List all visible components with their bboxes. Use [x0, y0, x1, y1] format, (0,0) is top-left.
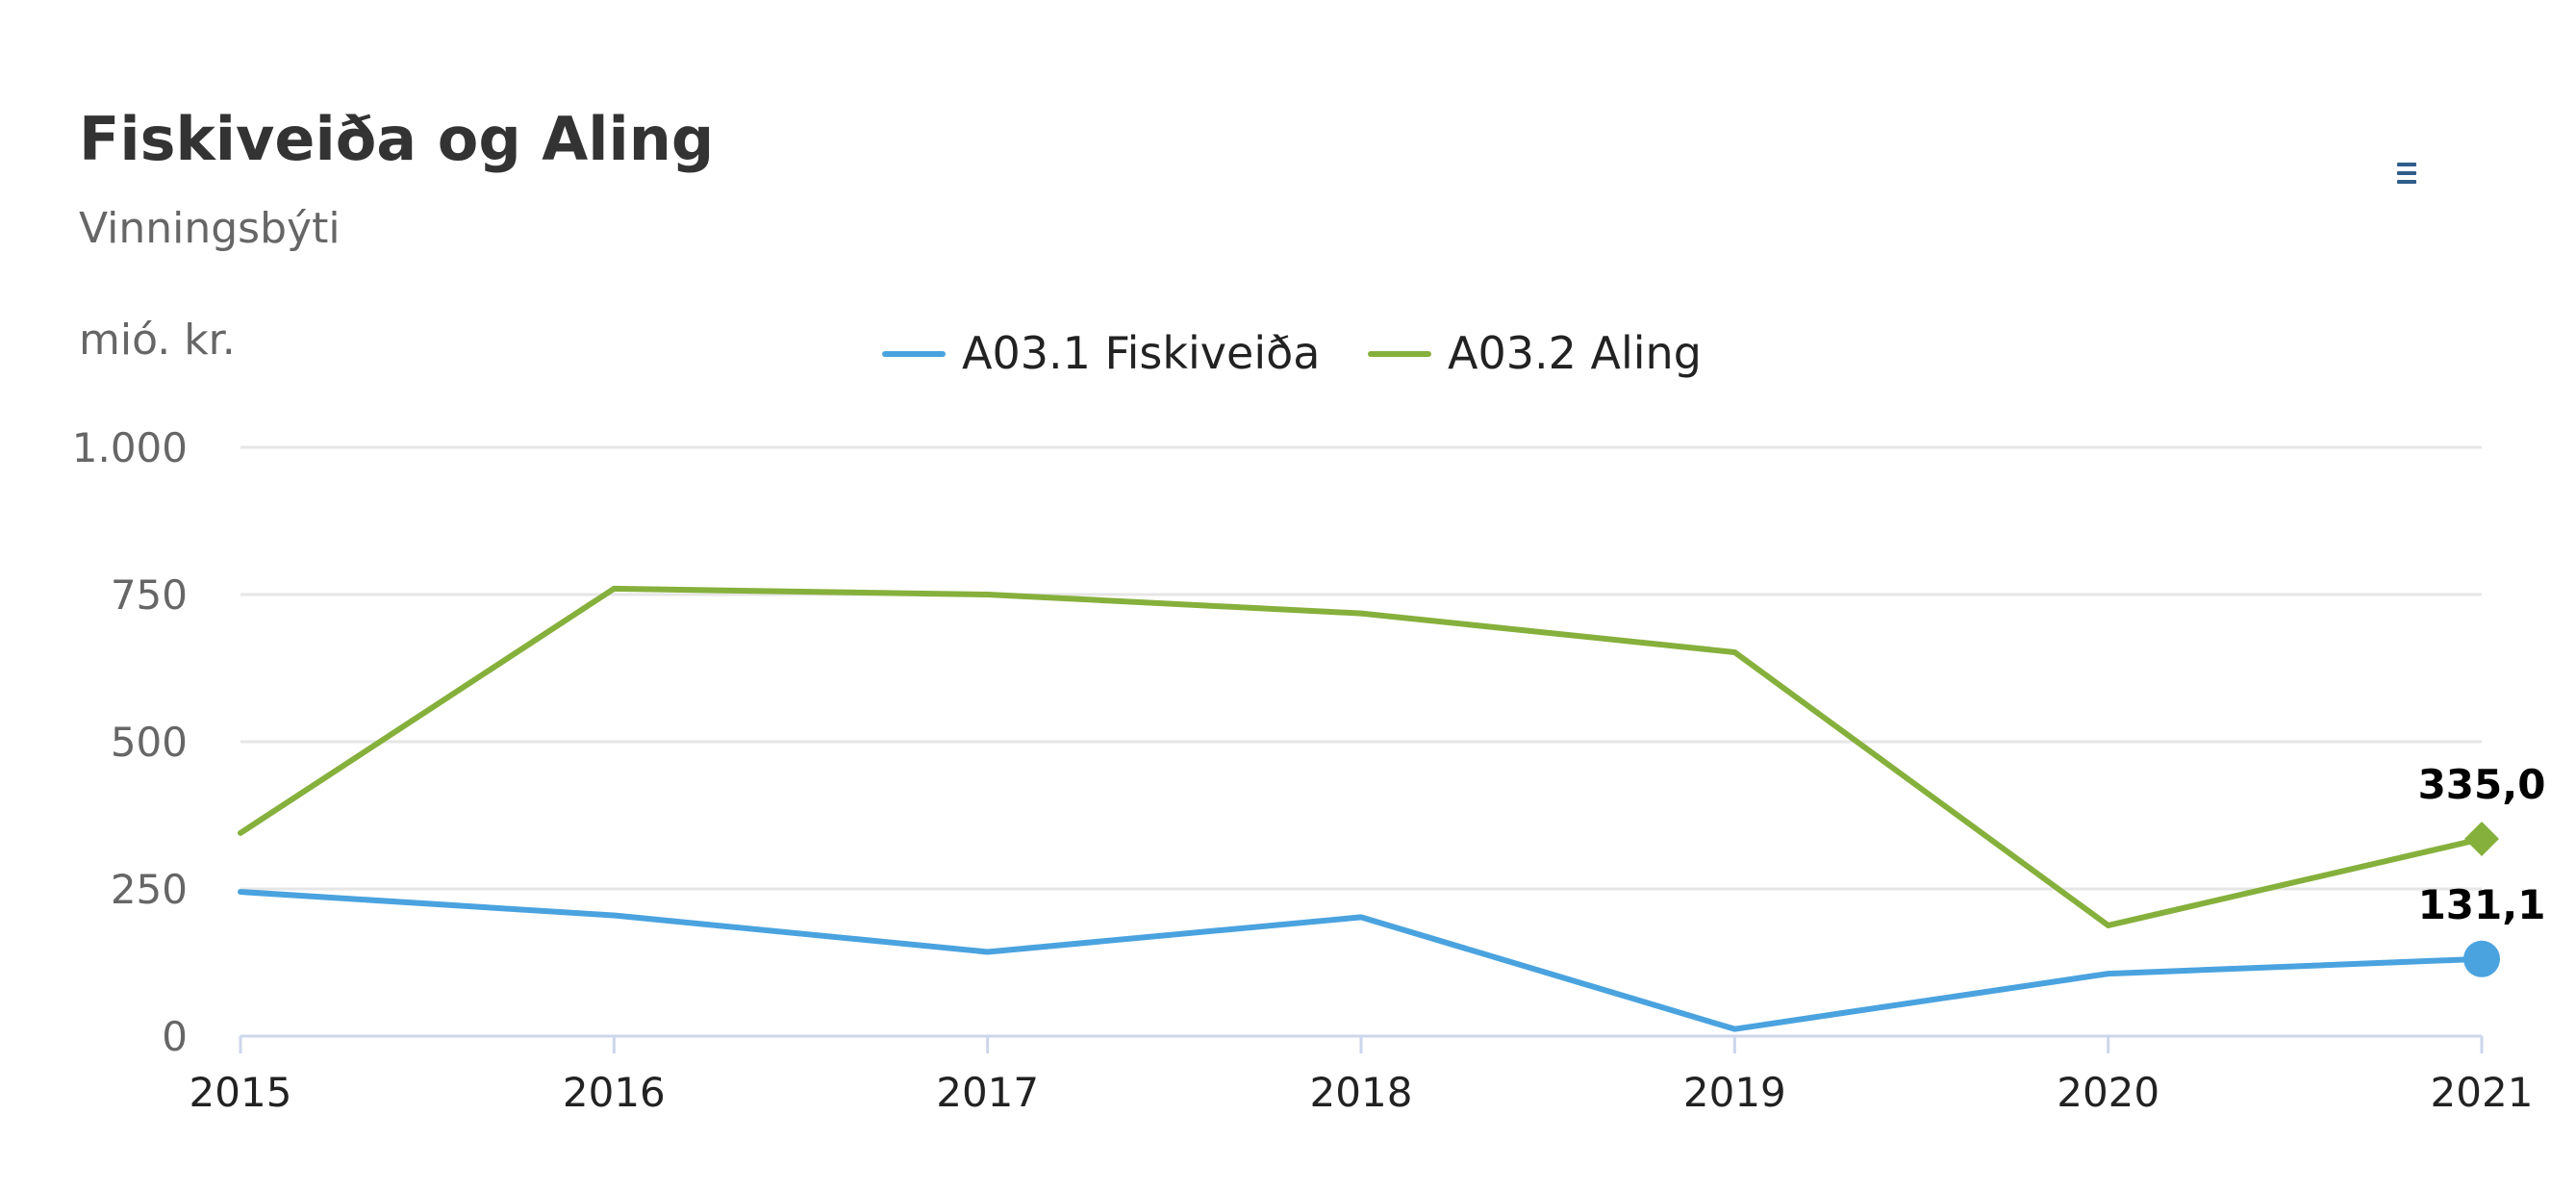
x-tick-label: 2015: [189, 1069, 292, 1116]
y-tick-label: 250: [111, 866, 188, 913]
x-axis: 2015 2016 2017 2018 2019 2020 2021: [189, 1034, 2534, 1116]
x-tick-label: 2020: [2057, 1069, 2159, 1116]
x-tick-label: 2016: [563, 1069, 666, 1116]
legend: A03.1 Fiskiveiða A03.2 Aling: [882, 327, 1702, 379]
chart-subtitle: Vinningsbýti: [79, 204, 341, 253]
x-tick-label: 2021: [2431, 1069, 2534, 1116]
y-axis-label: mió. kr.: [79, 316, 236, 365]
data-point-marker: [2464, 821, 2499, 856]
series-line: [238, 889, 2485, 1032]
series-group: 131,1 335,0: [238, 585, 2546, 1032]
data-point-marker: [2463, 940, 2500, 977]
chart-menu-button[interactable]: [2386, 152, 2428, 194]
y-tick-label: 750: [111, 571, 188, 619]
y-axis-ticks: 0 250 500 750 1.000: [72, 424, 188, 1060]
y-tick-label: 1.000: [72, 424, 188, 471]
legend-item: A03.2 Aling: [1448, 327, 1702, 379]
data-label: 131,1: [2418, 881, 2546, 928]
x-tick-label: 2019: [1683, 1069, 1786, 1116]
x-tick-label: 2018: [1310, 1069, 1413, 1116]
hamburger-menu-icon: [2397, 163, 2416, 184]
x-tick-label: 2017: [936, 1069, 1039, 1116]
series-line: [238, 585, 2485, 928]
y-tick-label: 500: [111, 719, 188, 766]
y-tick-label: 0: [162, 1013, 188, 1060]
chart-title: Fiskiveiða og Aling: [79, 104, 715, 174]
data-label: 335,0: [2418, 761, 2546, 808]
legend-item: A03.1 Fiskiveiða: [962, 327, 1320, 379]
grid-lines: [240, 445, 2482, 891]
